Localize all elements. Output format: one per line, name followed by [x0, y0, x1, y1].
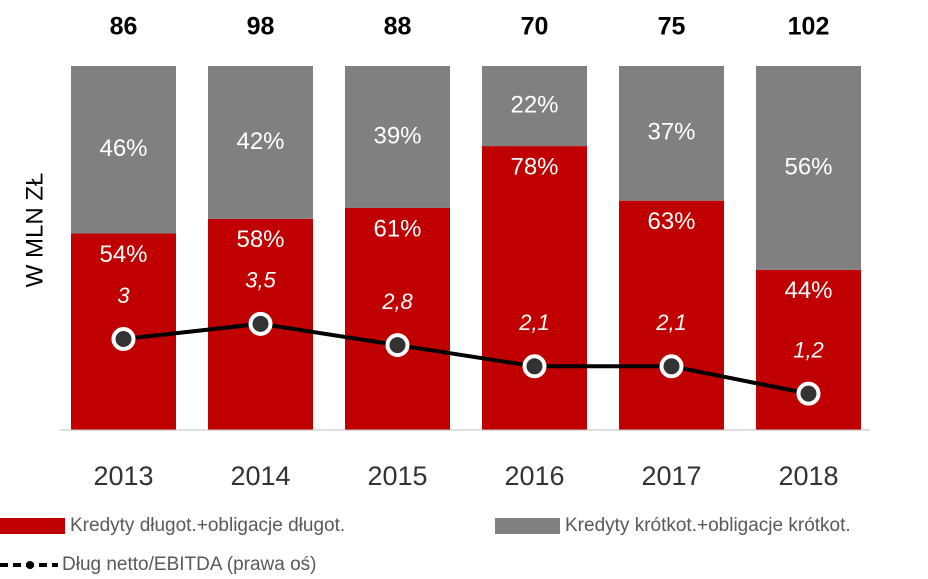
total-label: 86 — [110, 13, 138, 41]
total-label: 102 — [788, 13, 830, 41]
total-label: 70 — [521, 13, 549, 41]
bar-segment — [208, 66, 313, 219]
data-label: 63% — [647, 208, 695, 235]
total-label: 98 — [247, 13, 275, 41]
y-axis-label: W MLN ZŁ — [21, 173, 48, 288]
line-point — [111, 327, 136, 351]
line-label: 1,2 — [793, 337, 824, 362]
data-label: 39% — [373, 122, 421, 149]
data-label: 42% — [236, 128, 284, 155]
bar-segment — [482, 66, 587, 147]
data-label: 61% — [373, 215, 421, 242]
legend-point — [26, 561, 34, 569]
x-tick-label: 2018 — [778, 461, 838, 491]
bar-segment — [619, 200, 724, 430]
legend-label: Kredyty krótkot.+obligacje krótkot. — [565, 515, 851, 536]
data-label: 78% — [510, 153, 558, 180]
line-label: 2,8 — [381, 289, 413, 314]
line-label: 3 — [117, 283, 130, 308]
line-label: 2,1 — [518, 310, 550, 335]
bar-segment — [756, 66, 861, 270]
line-label: 2,1 — [655, 310, 687, 335]
legend-swatch — [0, 518, 65, 534]
data-label: 44% — [784, 277, 832, 304]
x-tick-label: 2015 — [367, 461, 427, 491]
data-label: 56% — [784, 153, 832, 180]
bar-segment — [345, 66, 450, 208]
line-label: 3,5 — [245, 268, 276, 293]
line-point — [522, 354, 547, 379]
bar-segment — [619, 66, 724, 201]
legend-label: Kredyty długot.+obligacje długot. — [70, 515, 345, 536]
line — [123, 321, 809, 396]
x-tick-label: 2014 — [230, 461, 290, 491]
data-label: 46% — [99, 135, 147, 162]
legend-label: Dług netto/EBITDA (prawa oś) — [62, 554, 317, 575]
data-label: 22% — [510, 91, 558, 118]
data-label: 58% — [236, 226, 284, 253]
x-tick-label: 2017 — [641, 461, 701, 491]
bar-segment — [71, 66, 176, 234]
x-tick-label: 2016 — [504, 461, 564, 491]
bar-segment — [482, 146, 587, 430]
bar-segment — [345, 207, 450, 430]
line-point — [796, 381, 821, 406]
data-label: 37% — [647, 119, 695, 146]
line-point — [659, 354, 684, 379]
total-label: 75 — [658, 13, 686, 41]
line-point — [248, 311, 273, 336]
legend-swatch — [495, 518, 560, 534]
data-label: 54% — [99, 241, 147, 268]
x-tick-label: 2013 — [93, 461, 153, 491]
line-point — [385, 333, 410, 358]
total-label: 88 — [384, 13, 412, 41]
